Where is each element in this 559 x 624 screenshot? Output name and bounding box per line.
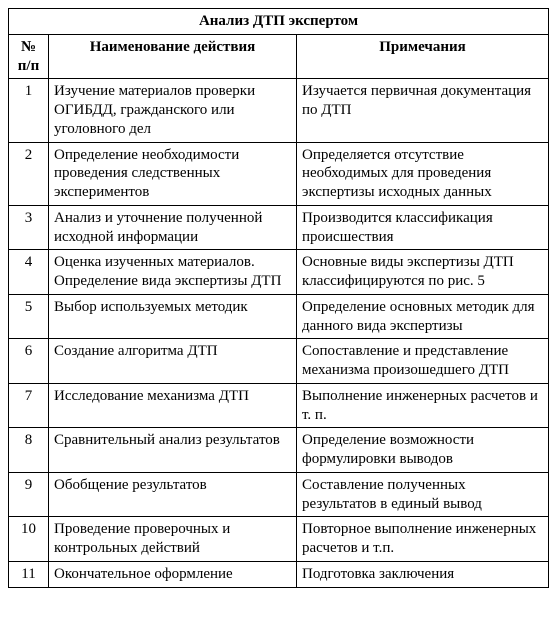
cell-note: Определяется отсутствие необходимых для … [297,142,549,205]
table-row: 10 Проведение проверочных и контрольных … [9,517,549,562]
cell-action: Сравнительный анализ результатов [49,428,297,473]
cell-note: Сопоставление и представление механизма … [297,339,549,384]
header-num: № п/п [9,34,49,79]
cell-num: 4 [9,250,49,295]
cell-action: Выбор используемых методик [49,294,297,339]
table-row: 8 Сравнительный анализ результатов Опред… [9,428,549,473]
table-row: 9 Обобщение результатов Составление полу… [9,472,549,517]
cell-note: Производится классификация происшествия [297,205,549,250]
table-row: 1 Изучение материалов проверки ОГИБДД, г… [9,79,549,142]
cell-action: Создание алгоритма ДТП [49,339,297,384]
table-row: 7 Исследование механизма ДТП Выполнение … [9,383,549,428]
header-note: Примечания [297,34,549,79]
cell-note: Определение возможности формулировки выв… [297,428,549,473]
cell-num: 1 [9,79,49,142]
cell-action: Окончательное оформление [49,561,297,587]
cell-num: 7 [9,383,49,428]
cell-num: 6 [9,339,49,384]
cell-action: Определение необходимости проведения сле… [49,142,297,205]
cell-num: 5 [9,294,49,339]
table-row: 11 Окончательное оформление Подготовка з… [9,561,549,587]
cell-num: 10 [9,517,49,562]
cell-num: 2 [9,142,49,205]
table-title: Анализ ДТП экспертом [9,9,549,35]
cell-note: Определение основных методик для данного… [297,294,549,339]
cell-action: Проведение проверочных и контрольных дей… [49,517,297,562]
table-row: 4 Оценка изученных материалов. Определен… [9,250,549,295]
header-row: № п/п Наименование действия Примечания [9,34,549,79]
table-row: 6 Создание алгоритма ДТП Сопоставление и… [9,339,549,384]
cell-note: Изучается первичная документация по ДТП [297,79,549,142]
header-action: Наименование действия [49,34,297,79]
cell-note: Составление полученных результатов в еди… [297,472,549,517]
cell-note: Выполнение инженерных расчетов и т. п. [297,383,549,428]
cell-action: Обобщение результатов [49,472,297,517]
cell-note: Основные виды экспертизы ДТП классифицир… [297,250,549,295]
cell-action: Анализ и уточнение полученной исходной и… [49,205,297,250]
dtp-analysis-table: Анализ ДТП экспертом № п/п Наименование … [8,8,549,588]
cell-num: 11 [9,561,49,587]
cell-action: Изучение материалов проверки ОГИБДД, гра… [49,79,297,142]
cell-num: 3 [9,205,49,250]
cell-action: Исследование механизма ДТП [49,383,297,428]
title-row: Анализ ДТП экспертом [9,9,549,35]
cell-action: Оценка изученных материалов. Определение… [49,250,297,295]
table-row: 5 Выбор используемых методик Определение… [9,294,549,339]
cell-note: Подготовка заключения [297,561,549,587]
table-row: 2 Определение необходимости проведения с… [9,142,549,205]
cell-num: 8 [9,428,49,473]
cell-num: 9 [9,472,49,517]
cell-note: Повторное выполнение инженерных расчетов… [297,517,549,562]
table-row: 3 Анализ и уточнение полученной исходной… [9,205,549,250]
